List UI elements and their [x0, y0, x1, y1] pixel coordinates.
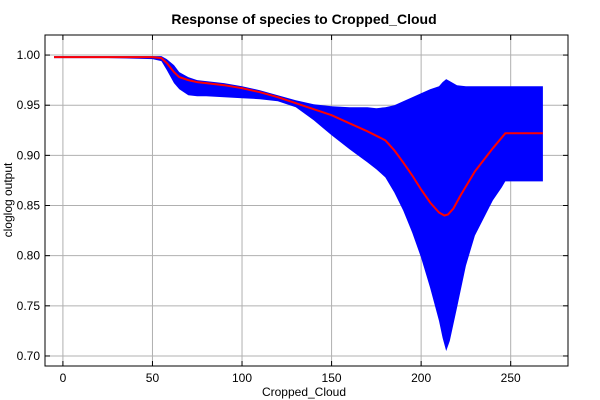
y-tick-label: 1.00	[17, 48, 41, 62]
x-axis-label: Cropped_Cloud	[262, 385, 346, 399]
confidence-band	[54, 56, 543, 351]
x-tick-label: 100	[232, 371, 252, 385]
x-tick-label: 250	[501, 371, 521, 385]
y-tick-label: 0.90	[17, 148, 41, 162]
y-tick-label: 0.75	[17, 299, 41, 313]
y-tick-label: 0.80	[17, 249, 41, 263]
axis-ticks: 0 50 100 150 200 250 0.70 0.75 0.80 0.85 0.90 0.95 1…	[17, 35, 568, 385]
plot-frame	[44, 34, 569, 367]
x-tick-label: 150	[322, 371, 342, 385]
x-tick-label: 0	[60, 371, 67, 385]
plot-area	[54, 56, 543, 351]
x-tick-label: 200	[411, 371, 431, 385]
mean-response-line	[54, 56, 543, 217]
y-tick-label: 0.70	[17, 349, 41, 363]
y-tick-label: 0.85	[17, 199, 41, 213]
x-tick-label: 50	[146, 371, 160, 385]
y-axis-label: cloglog output	[1, 162, 15, 237]
y-tick-label: 0.95	[17, 98, 41, 112]
chart-title: Response of species to Cropped_Cloud	[171, 11, 436, 27]
